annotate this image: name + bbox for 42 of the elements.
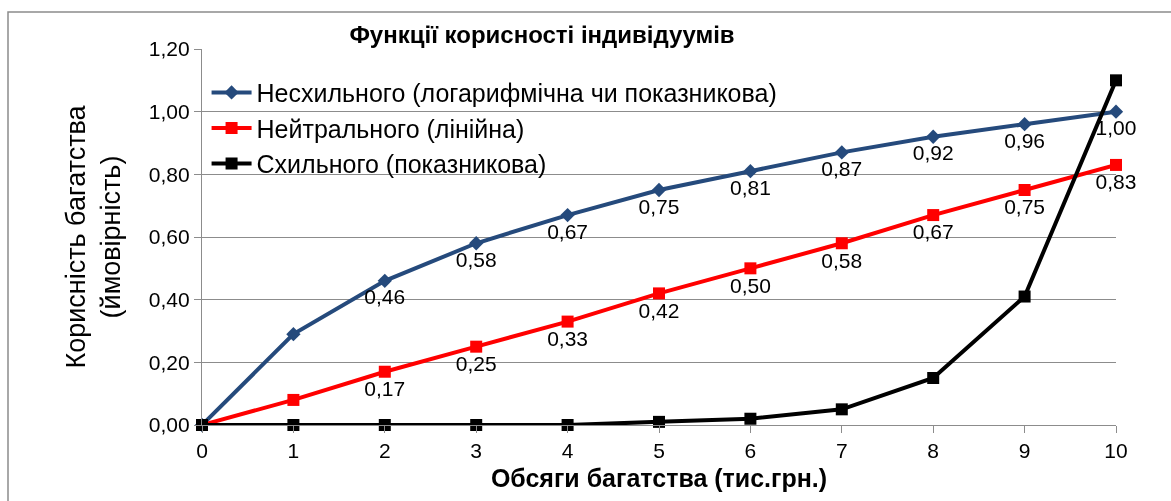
data-label: 0,87	[821, 157, 863, 181]
data-label: 0,25	[455, 351, 497, 375]
data-label: 0,50	[729, 273, 771, 297]
data-label: 0,42	[638, 298, 680, 322]
x-tick-label: 9	[1018, 439, 1031, 463]
x-axis-title: Обсяги багатства (тис.грн.)	[490, 464, 828, 493]
data-label: 0,81	[729, 175, 771, 199]
y-tick-label: 0,20	[148, 350, 190, 374]
data-label: 0,75	[638, 194, 680, 218]
x-tick-label: 1	[287, 439, 300, 463]
x-tick-label: 3	[470, 439, 483, 463]
legend-label: Несхильного (логарифмічна чи показникова)	[256, 79, 777, 108]
data-label: 0,83	[1095, 170, 1137, 194]
data-label: 0,75	[1004, 195, 1046, 219]
y-tick-label: 1,20	[148, 37, 190, 61]
x-tick-label: 8	[927, 439, 940, 463]
data-label: 0,92	[912, 141, 954, 165]
data-label: 0,67	[912, 220, 954, 244]
x-tick-label: 7	[835, 439, 848, 463]
legend-label: Нейтрального (лінійна)	[256, 114, 525, 143]
data-label: 0,67	[547, 219, 589, 243]
x-tick-label: 2	[378, 439, 391, 463]
y-axis-title: Корисність багатства (ймовірність)	[60, 104, 126, 369]
y-tick-label: 0,60	[148, 225, 190, 249]
y-tick-label: 1,00	[148, 100, 190, 124]
data-label: 0,58	[455, 247, 497, 271]
data-label: 0,96	[1004, 128, 1046, 152]
y-tick-label: 0,00	[148, 413, 190, 437]
y-tick-label: 0,40	[148, 288, 190, 312]
data-label: 0,17	[364, 376, 406, 400]
data-label: 1,00	[1095, 116, 1137, 140]
x-tick-label: 10	[1104, 439, 1128, 463]
x-tick-label: 5	[653, 439, 665, 463]
y-tick-label: 0,80	[148, 162, 190, 186]
data-label: 0,33	[547, 326, 589, 350]
legend-label: Схильного (показникова)	[256, 150, 547, 179]
data-label: 0,46	[364, 285, 406, 309]
x-tick-label: 4	[561, 439, 574, 463]
data-label: 0,58	[821, 248, 863, 272]
x-tick-label: 6	[744, 439, 757, 463]
x-tick-label: 0	[196, 439, 208, 463]
chart-title: Функції корисності індивідуумів	[349, 21, 735, 49]
